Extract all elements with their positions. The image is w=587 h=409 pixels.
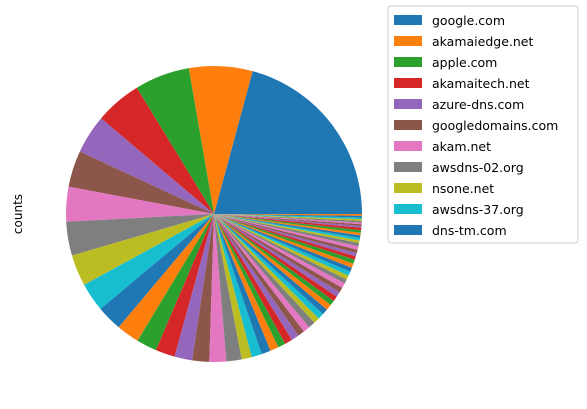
legend-swatch xyxy=(394,162,422,172)
legend-swatch xyxy=(394,225,422,235)
legend-swatch xyxy=(394,78,422,88)
legend-swatch xyxy=(394,57,422,67)
legend-label: akamaiedge.net xyxy=(432,34,533,49)
legend-swatch xyxy=(394,99,422,109)
legend: google.com akamaiedge.net apple.com akamait… xyxy=(388,6,578,243)
pie-slices xyxy=(66,66,362,362)
legend-label: awsdns-37.org xyxy=(432,202,524,217)
legend-label: azure-dns.com xyxy=(432,97,524,112)
legend-label: awsdns-02.org xyxy=(432,160,524,175)
legend-swatch xyxy=(394,15,422,25)
legend-label: nsone.net xyxy=(432,181,494,196)
legend-label: akamaitech.net xyxy=(432,76,530,91)
legend-swatch xyxy=(394,36,422,46)
legend-label: dns-tm.com xyxy=(432,223,507,238)
legend-swatch xyxy=(394,204,422,214)
legend-label: akam.net xyxy=(432,139,491,154)
legend-label: apple.com xyxy=(432,55,497,70)
y-axis-label: counts xyxy=(11,194,25,234)
legend-label: google.com xyxy=(432,13,505,28)
legend-swatch xyxy=(394,120,422,130)
legend-swatch xyxy=(394,141,422,151)
legend-swatch xyxy=(394,183,422,193)
legend-label: googledomains.com xyxy=(432,118,558,133)
